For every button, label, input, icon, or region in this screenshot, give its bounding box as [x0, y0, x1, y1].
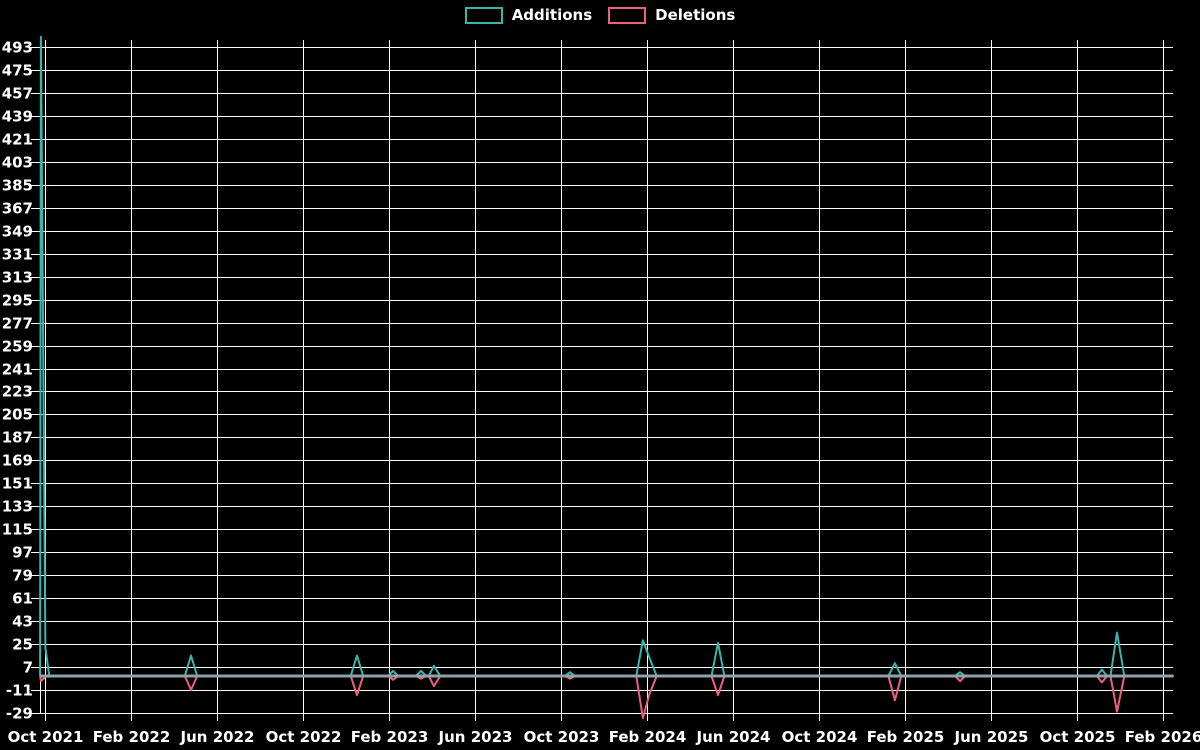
- y-axis-tick-label: 295: [2, 292, 33, 310]
- y-axis-tick-label: 61: [12, 590, 33, 608]
- series-line-deletions: [39, 675, 1174, 720]
- y-axis-tick-label: 7: [23, 659, 33, 677]
- x-axis-tick-label: Feb 2025: [867, 728, 945, 746]
- legend: Additions Deletions: [0, 6, 1200, 24]
- y-axis-tick-label: 367: [2, 200, 33, 218]
- legend-label-deletions: Deletions: [655, 6, 736, 24]
- deletions-swatch-icon: [608, 6, 647, 24]
- y-axis-tick-label: 457: [2, 85, 33, 103]
- y-axis-tick-label: 439: [2, 108, 33, 126]
- y-axis-tick-label: 43: [12, 613, 33, 631]
- x-axis-tick-label: Feb 2026: [1125, 728, 1200, 746]
- x-axis-tick-label: Jun 2024: [696, 728, 771, 746]
- legend-item-deletions: Deletions: [608, 6, 735, 24]
- x-axis-tick-label: Feb 2024: [609, 728, 687, 746]
- x-axis-tick-label: Feb 2022: [93, 728, 171, 746]
- legend-label-additions: Additions: [511, 6, 593, 24]
- legend-item-additions: Additions: [464, 6, 593, 24]
- y-axis-tick-label: 187: [2, 429, 33, 447]
- x-axis-tick-label: Oct 2021: [8, 728, 84, 746]
- x-axis-tick-label: Jun 2022: [180, 728, 255, 746]
- y-axis-tick-label: 403: [2, 154, 33, 172]
- y-axis-tick-label: 349: [2, 223, 33, 241]
- y-axis-tick-label: 151: [2, 475, 33, 493]
- x-axis-tick-label: Oct 2023: [524, 728, 600, 746]
- series-line-additions: [39, 35, 1174, 677]
- x-axis-tick-label: Jun 2025: [954, 728, 1029, 746]
- y-axis-tick-label: -29: [6, 705, 33, 723]
- y-axis-tick-label: 169: [2, 452, 33, 470]
- y-axis-tick-label: 331: [2, 246, 33, 264]
- y-axis-tick-label: 241: [2, 361, 33, 379]
- y-axis-tick-label: 475: [2, 62, 33, 80]
- additions-swatch-icon: [464, 6, 503, 24]
- y-axis-tick-label: 115: [2, 521, 33, 539]
- x-axis-tick-label: Feb 2023: [351, 728, 429, 746]
- y-axis-tick-label: 259: [2, 338, 33, 356]
- y-axis-tick-label: 205: [2, 406, 33, 424]
- y-axis-tick-label: 385: [2, 177, 33, 195]
- y-axis-tick-label: 79: [12, 567, 33, 585]
- y-axis-tick-label: 313: [2, 269, 33, 287]
- y-axis-tick-label: 421: [2, 131, 33, 149]
- y-axis-tick-label: 97: [12, 544, 33, 562]
- y-axis-tick-label: -11: [6, 682, 33, 700]
- y-axis-tick-label: 277: [2, 315, 33, 333]
- y-axis-tick-label: 223: [2, 383, 33, 401]
- y-axis-tick-label: 25: [12, 636, 33, 654]
- y-axis-tick-label: 133: [2, 498, 33, 516]
- x-axis-tick-label: Oct 2024: [782, 728, 858, 746]
- x-axis-tick-label: Oct 2022: [266, 728, 342, 746]
- x-axis-tick-label: Oct 2025: [1040, 728, 1116, 746]
- y-axis-tick-label: 493: [2, 39, 33, 57]
- x-axis-tick-label: Jun 2023: [438, 728, 513, 746]
